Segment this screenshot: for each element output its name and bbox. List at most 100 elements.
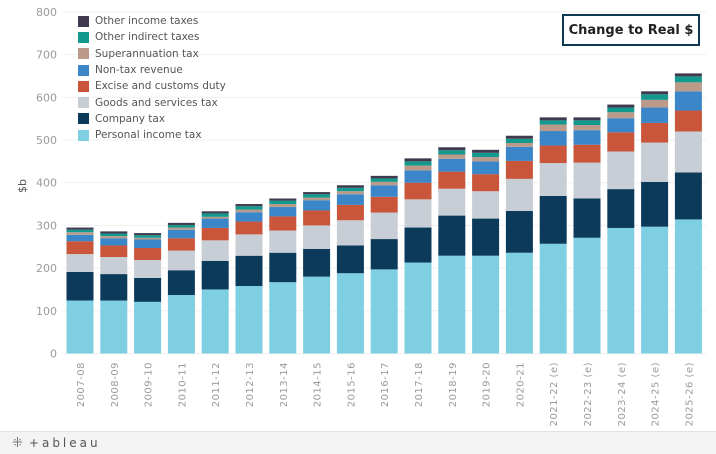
bar-segment-superannuation-tax[interactable] — [607, 112, 635, 119]
bar-segment-excise-and-customs-duty[interactable] — [539, 145, 567, 164]
bar-stack[interactable] — [370, 175, 398, 354]
bar-segment-other-income-taxes[interactable] — [235, 204, 263, 207]
bar-stack[interactable] — [167, 222, 195, 354]
bar-segment-other-indirect-taxes[interactable] — [336, 187, 364, 192]
bar-segment-excise-and-customs-duty[interactable] — [472, 174, 500, 192]
bar-stack[interactable] — [573, 117, 601, 354]
bar-segment-goods-and-services-tax[interactable] — [167, 250, 195, 271]
legend-item[interactable]: Goods and services tax — [78, 94, 226, 110]
bar-segment-other-income-taxes[interactable] — [370, 175, 398, 179]
bar-stack[interactable] — [607, 104, 635, 354]
bar-stack[interactable] — [539, 117, 567, 354]
bar-segment-superannuation-tax[interactable] — [438, 154, 466, 159]
legend-item[interactable]: Other indirect taxes — [78, 29, 226, 45]
bar-segment-other-income-taxes[interactable] — [336, 185, 364, 188]
bar-segment-goods-and-services-tax[interactable] — [505, 178, 533, 211]
legend-item[interactable]: Other income taxes — [78, 13, 226, 29]
bar-segment-other-indirect-taxes[interactable] — [100, 233, 128, 237]
bar-segment-excise-and-customs-duty[interactable] — [66, 241, 94, 255]
bar-segment-other-income-taxes[interactable] — [505, 135, 533, 139]
bar-stack[interactable] — [438, 147, 466, 354]
bar-segment-personal-income-tax[interactable] — [269, 282, 297, 354]
bar-segment-personal-income-tax[interactable] — [404, 262, 432, 354]
bar-segment-excise-and-customs-duty[interactable] — [134, 248, 162, 260]
bar-segment-other-indirect-taxes[interactable] — [438, 150, 466, 155]
bar-segment-other-income-taxes[interactable] — [269, 198, 297, 201]
bar-segment-non-tax-revenue[interactable] — [539, 131, 567, 146]
bar-segment-company-tax[interactable] — [607, 189, 635, 228]
bar-stack[interactable] — [404, 158, 432, 354]
bar-segment-non-tax-revenue[interactable] — [167, 229, 195, 239]
bar-segment-company-tax[interactable] — [370, 239, 398, 270]
legend-item[interactable]: Superannuation tax — [78, 46, 226, 62]
bar-segment-goods-and-services-tax[interactable] — [303, 225, 331, 249]
bar-stack[interactable] — [336, 185, 364, 354]
bar-segment-superannuation-tax[interactable] — [201, 216, 229, 219]
bar-segment-personal-income-tax[interactable] — [674, 219, 702, 354]
bar-segment-goods-and-services-tax[interactable] — [134, 259, 162, 278]
bar-segment-personal-income-tax[interactable] — [539, 243, 567, 354]
bar-segment-goods-and-services-tax[interactable] — [404, 199, 432, 228]
bar-segment-non-tax-revenue[interactable] — [303, 200, 331, 211]
change-to-real-button[interactable]: Change to Real $ — [562, 14, 700, 46]
bar-segment-personal-income-tax[interactable] — [303, 276, 331, 354]
bar-segment-company-tax[interactable] — [404, 227, 432, 263]
bar-segment-other-income-taxes[interactable] — [641, 91, 669, 95]
bar-segment-non-tax-revenue[interactable] — [336, 194, 364, 205]
bar-segment-goods-and-services-tax[interactable] — [573, 162, 601, 199]
bar-segment-superannuation-tax[interactable] — [472, 157, 500, 162]
bar-segment-company-tax[interactable] — [134, 277, 162, 302]
bar-segment-personal-income-tax[interactable] — [235, 286, 263, 354]
bar-segment-other-indirect-taxes[interactable] — [201, 213, 229, 217]
bar-segment-personal-income-tax[interactable] — [100, 300, 128, 354]
bar-segment-excise-and-customs-duty[interactable] — [235, 221, 263, 235]
bar-segment-excise-and-customs-duty[interactable] — [370, 196, 398, 213]
bar-segment-personal-income-tax[interactable] — [336, 273, 364, 354]
bar-segment-other-indirect-taxes[interactable] — [370, 178, 398, 182]
bar-segment-other-indirect-taxes[interactable] — [167, 224, 195, 228]
tableau-logo[interactable]: ⁜ +ableau — [12, 436, 101, 451]
bar-segment-goods-and-services-tax[interactable] — [370, 212, 398, 240]
bar-segment-company-tax[interactable] — [505, 210, 533, 253]
bar-segment-non-tax-revenue[interactable] — [235, 212, 263, 222]
bar-segment-goods-and-services-tax[interactable] — [438, 188, 466, 216]
bar-segment-company-tax[interactable] — [641, 181, 669, 227]
bar-segment-other-indirect-taxes[interactable] — [134, 235, 162, 238]
bar-segment-personal-income-tax[interactable] — [370, 269, 398, 354]
bar-segment-other-indirect-taxes[interactable] — [472, 152, 500, 158]
bar-segment-non-tax-revenue[interactable] — [607, 118, 635, 133]
bar-segment-non-tax-revenue[interactable] — [66, 234, 94, 242]
bar-stack[interactable] — [505, 135, 533, 354]
bar-segment-other-income-taxes[interactable] — [472, 149, 500, 153]
bar-segment-goods-and-services-tax[interactable] — [674, 131, 702, 173]
bar-segment-other-indirect-taxes[interactable] — [539, 120, 567, 125]
bar-segment-company-tax[interactable] — [235, 255, 263, 287]
bar-segment-non-tax-revenue[interactable] — [505, 146, 533, 161]
bar-segment-goods-and-services-tax[interactable] — [539, 163, 567, 196]
bar-segment-other-indirect-taxes[interactable] — [641, 94, 669, 100]
bar-segment-personal-income-tax[interactable] — [641, 226, 669, 354]
bar-segment-superannuation-tax[interactable] — [100, 236, 128, 239]
bar-segment-personal-income-tax[interactable] — [66, 300, 94, 354]
bar-segment-non-tax-revenue[interactable] — [370, 185, 398, 197]
bar-segment-other-income-taxes[interactable] — [573, 117, 601, 121]
bar-segment-excise-and-customs-duty[interactable] — [303, 210, 331, 226]
legend-item[interactable]: Excise and customs duty — [78, 78, 226, 94]
bar-segment-superannuation-tax[interactable] — [370, 181, 398, 186]
bar-segment-other-indirect-taxes[interactable] — [235, 206, 263, 210]
bar-segment-company-tax[interactable] — [66, 271, 94, 301]
bar-segment-excise-and-customs-duty[interactable] — [641, 122, 669, 143]
bar-stack[interactable] — [66, 227, 94, 354]
bar-segment-goods-and-services-tax[interactable] — [100, 256, 128, 275]
bar-stack[interactable] — [235, 204, 263, 354]
bar-segment-excise-and-customs-duty[interactable] — [269, 216, 297, 231]
bar-segment-superannuation-tax[interactable] — [167, 227, 195, 230]
bar-segment-other-income-taxes[interactable] — [100, 231, 128, 234]
bar-segment-other-indirect-taxes[interactable] — [66, 229, 94, 233]
legend-item[interactable]: Company tax — [78, 111, 226, 127]
bar-segment-company-tax[interactable] — [336, 245, 364, 274]
bar-stack[interactable] — [472, 149, 500, 354]
bar-segment-company-tax[interactable] — [573, 198, 601, 238]
bar-segment-non-tax-revenue[interactable] — [674, 91, 702, 111]
bar-segment-goods-and-services-tax[interactable] — [607, 151, 635, 190]
